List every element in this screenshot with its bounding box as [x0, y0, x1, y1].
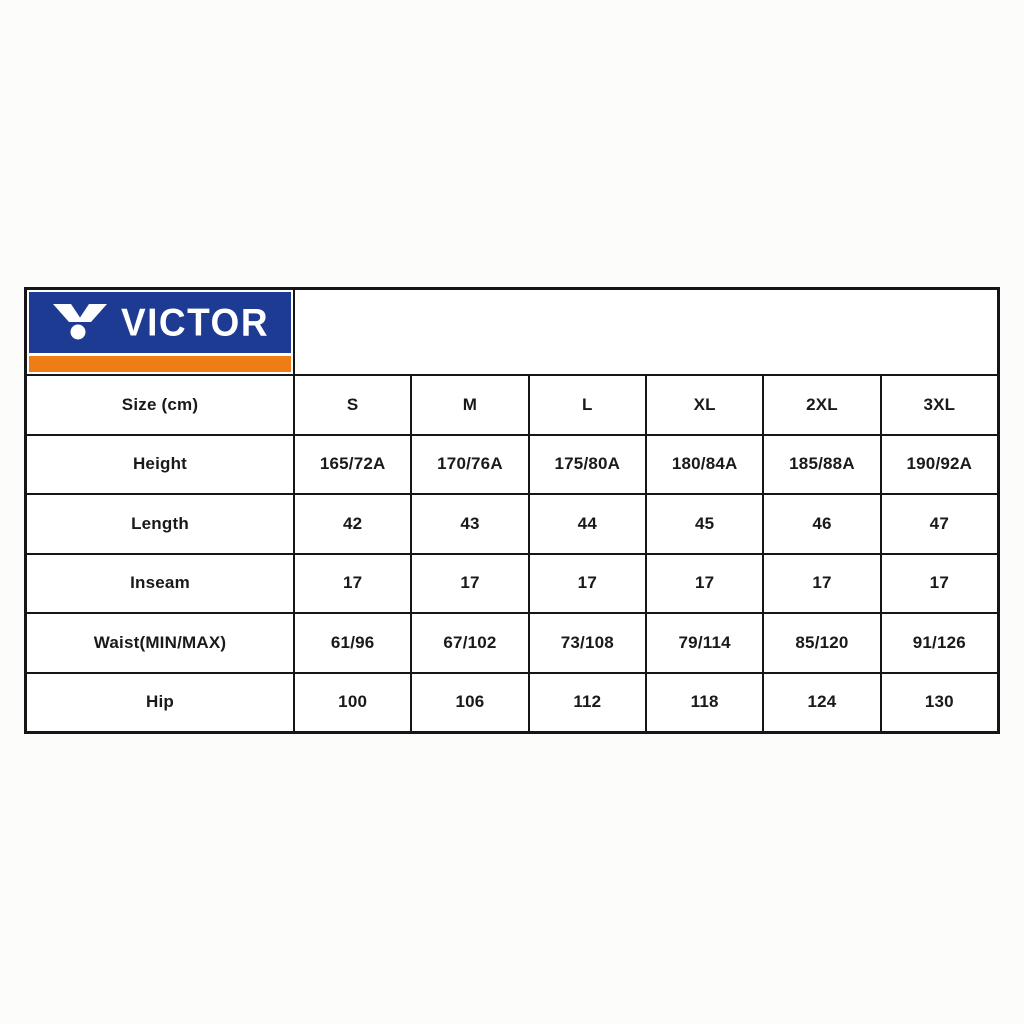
table-cell-value: 185/88A	[764, 435, 880, 493]
table-cell-value: 47	[881, 495, 997, 553]
table-cell-value: 79/114	[647, 614, 763, 672]
table-cell-value: 45	[647, 495, 763, 553]
column-header-size: S	[295, 376, 411, 434]
table-cell-value: 106	[412, 673, 528, 731]
row-label: Height	[27, 435, 293, 493]
logo-divider	[29, 353, 291, 356]
table-cell-value: 100	[295, 673, 411, 731]
table-cell-value: 61/96	[295, 614, 411, 672]
table-cell-value: 46	[764, 495, 880, 553]
table-cell-value: 67/102	[412, 614, 528, 672]
table-cell-value: 44	[529, 495, 645, 553]
brand-logo: VICTOR	[29, 292, 291, 372]
row-label: Waist(MIN/MAX)	[27, 614, 293, 672]
size-chart-table: VICTOR Size (cm) S M L XL 2XL 3XL Height 165/72A…	[24, 287, 1000, 734]
table-cell-value: 17	[647, 554, 763, 612]
column-header-size: 2XL	[764, 376, 880, 434]
table-cell-value: 130	[881, 673, 997, 731]
table-cell-value: 17	[295, 554, 411, 612]
table-cell-value: 91/126	[881, 614, 997, 672]
table-cell-value: 124	[764, 673, 880, 731]
column-header-size: 3XL	[881, 376, 997, 434]
table-cell-value: 42	[295, 495, 411, 553]
table-cell-value: 175/80A	[529, 435, 645, 493]
table-cell-value: 170/76A	[412, 435, 528, 493]
table-cell-value: 43	[412, 495, 528, 553]
row-label: Hip	[27, 673, 293, 731]
logo-orange-stripe	[29, 356, 291, 372]
brand-wordmark: VICTOR	[120, 300, 270, 345]
logo-row-empty-cell	[295, 290, 997, 374]
row-label: Length	[27, 495, 293, 553]
table-cell-value: 112	[529, 673, 645, 731]
column-header-size: L	[529, 376, 645, 434]
brand-logo-cell: VICTOR	[27, 290, 293, 374]
victor-shuttlecock-icon	[52, 303, 107, 339]
brand-logo-blue-panel: VICTOR	[29, 292, 291, 353]
column-header-size: XL	[647, 376, 763, 434]
column-header-label: Size (cm)	[27, 376, 293, 434]
table-cell-value: 190/92A	[881, 435, 997, 493]
table-cell-value: 165/72A	[295, 435, 411, 493]
column-header-size: M	[412, 376, 528, 434]
table-cell-value: 180/84A	[647, 435, 763, 493]
table-cell-value: 17	[881, 554, 997, 612]
table-cell-value: 85/120	[764, 614, 880, 672]
row-label: Inseam	[27, 554, 293, 612]
table-cell-value: 17	[764, 554, 880, 612]
table-cell-value: 73/108	[529, 614, 645, 672]
table-cell-value: 17	[529, 554, 645, 612]
table-cell-value: 118	[647, 673, 763, 731]
table-cell-value: 17	[412, 554, 528, 612]
